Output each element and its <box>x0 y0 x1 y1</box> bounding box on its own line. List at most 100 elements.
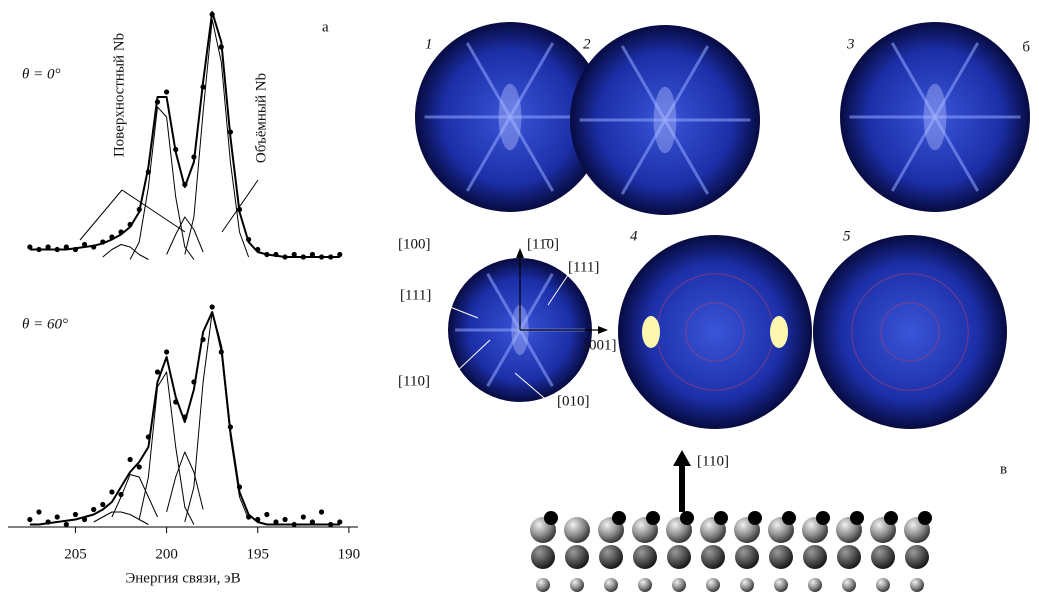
data-point <box>155 369 160 374</box>
panel-label: б <box>1022 39 1030 55</box>
pattern-number: 2 <box>583 36 591 52</box>
direction-label: [111] <box>400 287 431 303</box>
atom <box>803 545 827 569</box>
component-line <box>112 475 158 518</box>
adatom <box>918 511 932 525</box>
data-point <box>282 517 287 522</box>
panel-label: а <box>322 19 329 35</box>
adatom <box>850 511 864 525</box>
atom <box>774 578 788 592</box>
pattern-feature <box>924 84 947 151</box>
annotation: Поверхностный Nb <box>111 33 127 157</box>
atom <box>905 545 929 569</box>
atom <box>599 545 623 569</box>
data-point <box>27 517 32 522</box>
direction-label: [11̄0] <box>527 236 559 252</box>
adatom <box>816 511 830 525</box>
pattern-spot <box>642 316 660 348</box>
atom <box>808 578 822 592</box>
atom <box>672 578 686 592</box>
atom <box>910 578 924 592</box>
x-tick-label: 195 <box>246 546 269 562</box>
x-tick-label: 190 <box>338 546 361 562</box>
atom <box>536 578 550 592</box>
pattern-number: 4 <box>630 228 638 244</box>
component-line <box>185 20 249 258</box>
atom <box>837 545 861 569</box>
atom <box>570 578 584 592</box>
data-point <box>73 512 78 517</box>
atom <box>706 578 720 592</box>
atom <box>604 578 618 592</box>
fit-line <box>30 312 340 525</box>
pattern-number: 1 <box>425 36 433 52</box>
figure: а б в 1 2 3 4 5 [100] [11̄0] [111] [111] [001] [11… <box>0 0 1039 594</box>
component-line <box>103 245 149 260</box>
data-point <box>164 89 169 94</box>
data-point <box>319 509 324 514</box>
direction-label: [111] <box>568 259 599 275</box>
x-tick-label: 205 <box>64 546 87 562</box>
pattern-panel: 1 2 3 4 5 [100] [11̄0] [111] [111] [001] [110] [010… <box>398 22 1030 429</box>
x-tick-label: 200 <box>155 546 178 562</box>
direction-label: [010] <box>557 393 590 409</box>
adatom <box>782 511 796 525</box>
data-point <box>128 457 133 462</box>
atom <box>842 578 856 592</box>
atom-structure <box>530 511 932 592</box>
data-point <box>301 514 306 519</box>
atom <box>735 545 759 569</box>
adatom <box>748 511 762 525</box>
pointer <box>438 252 475 272</box>
adatom <box>544 511 558 525</box>
pattern-feature <box>654 87 677 154</box>
adatom <box>612 511 626 525</box>
arrow-head <box>598 326 608 334</box>
data-point <box>64 522 69 527</box>
pattern-number: 5 <box>843 228 851 244</box>
atom <box>740 578 754 592</box>
direction-label: [110] <box>697 453 729 469</box>
pattern-number: 3 <box>846 36 855 52</box>
component-line <box>167 452 204 512</box>
direction-label: [100] <box>398 236 431 252</box>
annotation-line <box>222 180 258 232</box>
pattern-feature <box>499 84 522 151</box>
annotation-line <box>80 190 122 240</box>
atom <box>531 545 555 569</box>
panel-title: θ = 60° <box>22 316 68 332</box>
adatom <box>680 511 694 525</box>
data-point <box>109 489 114 494</box>
atom <box>769 545 793 569</box>
data-point <box>264 512 269 517</box>
panel-label: в <box>1000 461 1007 477</box>
atom <box>871 545 895 569</box>
atom <box>667 545 691 569</box>
data-point <box>164 349 169 354</box>
atom <box>564 517 590 543</box>
atom <box>701 545 725 569</box>
pattern-disk <box>813 235 1007 429</box>
atom <box>565 545 589 569</box>
panel-title: θ = 0° <box>22 66 61 82</box>
adatom <box>646 511 660 525</box>
pattern-spot <box>770 316 788 348</box>
component-line <box>167 217 204 255</box>
annotation: Объёмный Nb <box>253 73 269 163</box>
data-point <box>36 509 41 514</box>
data-point <box>55 514 60 519</box>
direction-label: [110] <box>398 373 430 389</box>
data-point <box>100 502 105 507</box>
data-point <box>210 304 215 309</box>
atom <box>876 578 890 592</box>
arrow-head <box>673 450 691 466</box>
adatom <box>884 511 898 525</box>
adatom <box>714 511 728 525</box>
atom <box>633 545 657 569</box>
arrow-head <box>516 248 524 258</box>
data-point <box>91 507 96 512</box>
atom <box>638 578 652 592</box>
fit-line <box>30 12 340 257</box>
direction-label: [001] <box>584 337 617 353</box>
x-axis-label: Энергия связи, эВ <box>125 570 240 586</box>
